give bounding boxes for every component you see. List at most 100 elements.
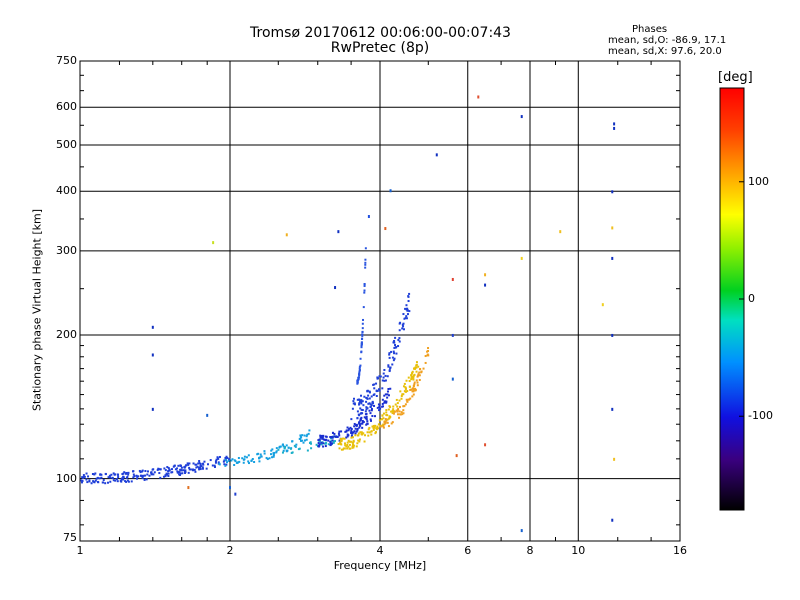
data-point [370,407,373,410]
data-point [330,443,333,446]
data-point [237,457,240,460]
data-point [338,439,341,442]
data-point [310,447,313,450]
data-point [407,376,410,379]
data-point [144,474,147,477]
data-point [228,458,231,461]
data-point [360,344,363,347]
data-point [176,471,179,474]
data-point [224,457,227,460]
data-point [415,366,418,369]
data-point [81,479,84,482]
data-point [361,422,364,425]
data-point [400,411,403,414]
data-point [360,431,363,434]
data-point [375,382,378,385]
data-point [387,425,390,428]
data-point [392,412,395,415]
data-point [353,403,356,406]
data-point [390,410,393,413]
data-point [315,443,318,446]
data-point [163,467,166,470]
y-tick-label: 100 [56,471,77,485]
data-point [294,445,297,448]
data-point [198,460,201,463]
data-point [348,447,351,450]
data-point [187,486,190,490]
data-point [376,376,379,379]
data-point [391,356,394,359]
data-point [306,449,309,452]
data-point [414,388,417,391]
data-point [159,476,162,479]
data-point [405,304,408,307]
data-point [405,398,408,401]
title-line-1: Tromsø 20170612 00:06:00-00:07:43 [250,25,511,41]
data-point [388,370,391,373]
data-point [361,400,364,403]
data-point [384,418,387,421]
data-point [223,459,226,462]
data-point [285,233,288,237]
data-point [376,406,379,409]
data-point [366,420,369,423]
data-point [384,393,387,396]
data-point [122,476,125,479]
data-point [215,458,218,461]
data-point [402,385,405,388]
data-point [332,441,335,444]
data-point [340,439,343,442]
data-point [372,394,375,397]
data-point [339,441,342,444]
data-point [233,463,236,466]
data-point [360,400,363,403]
data-point [364,261,367,264]
data-point [275,447,278,450]
data-point [398,329,401,332]
data-point [184,471,187,474]
data-point [350,418,353,421]
data-point [391,412,394,415]
x-tick-label: 1 [76,544,84,557]
data-point [384,420,387,423]
data-point [402,322,405,325]
data-point [344,442,347,445]
data-point [141,475,144,478]
data-point [176,470,179,473]
data-point [393,352,396,355]
data-point [96,476,99,479]
data-point [334,286,337,290]
data-point [362,404,365,407]
data-point [209,459,212,462]
data-point [360,351,363,354]
data-point [383,423,386,426]
data-point [275,451,278,454]
data-point [108,474,111,477]
data-point [367,215,370,219]
data-point [144,470,147,473]
data-point [356,381,359,384]
data-point [325,435,328,438]
data-point [263,452,266,455]
data-point [365,396,368,399]
data-point [365,417,368,420]
x-tick-label: 4 [376,544,384,557]
data-point [370,430,373,433]
data-point [376,377,379,380]
data-point [317,442,320,445]
data-point [386,418,389,421]
data-point [416,375,419,378]
data-point [379,375,382,378]
data-point [403,382,406,385]
data-point [395,398,398,401]
data-point [369,419,372,422]
data-point [359,357,362,360]
data-point [213,465,216,468]
data-point [413,388,416,391]
data-point [165,472,168,475]
data-point [451,377,454,381]
data-point [164,474,167,477]
data-point [287,446,290,449]
data-point [435,153,438,157]
data-point [358,371,361,374]
